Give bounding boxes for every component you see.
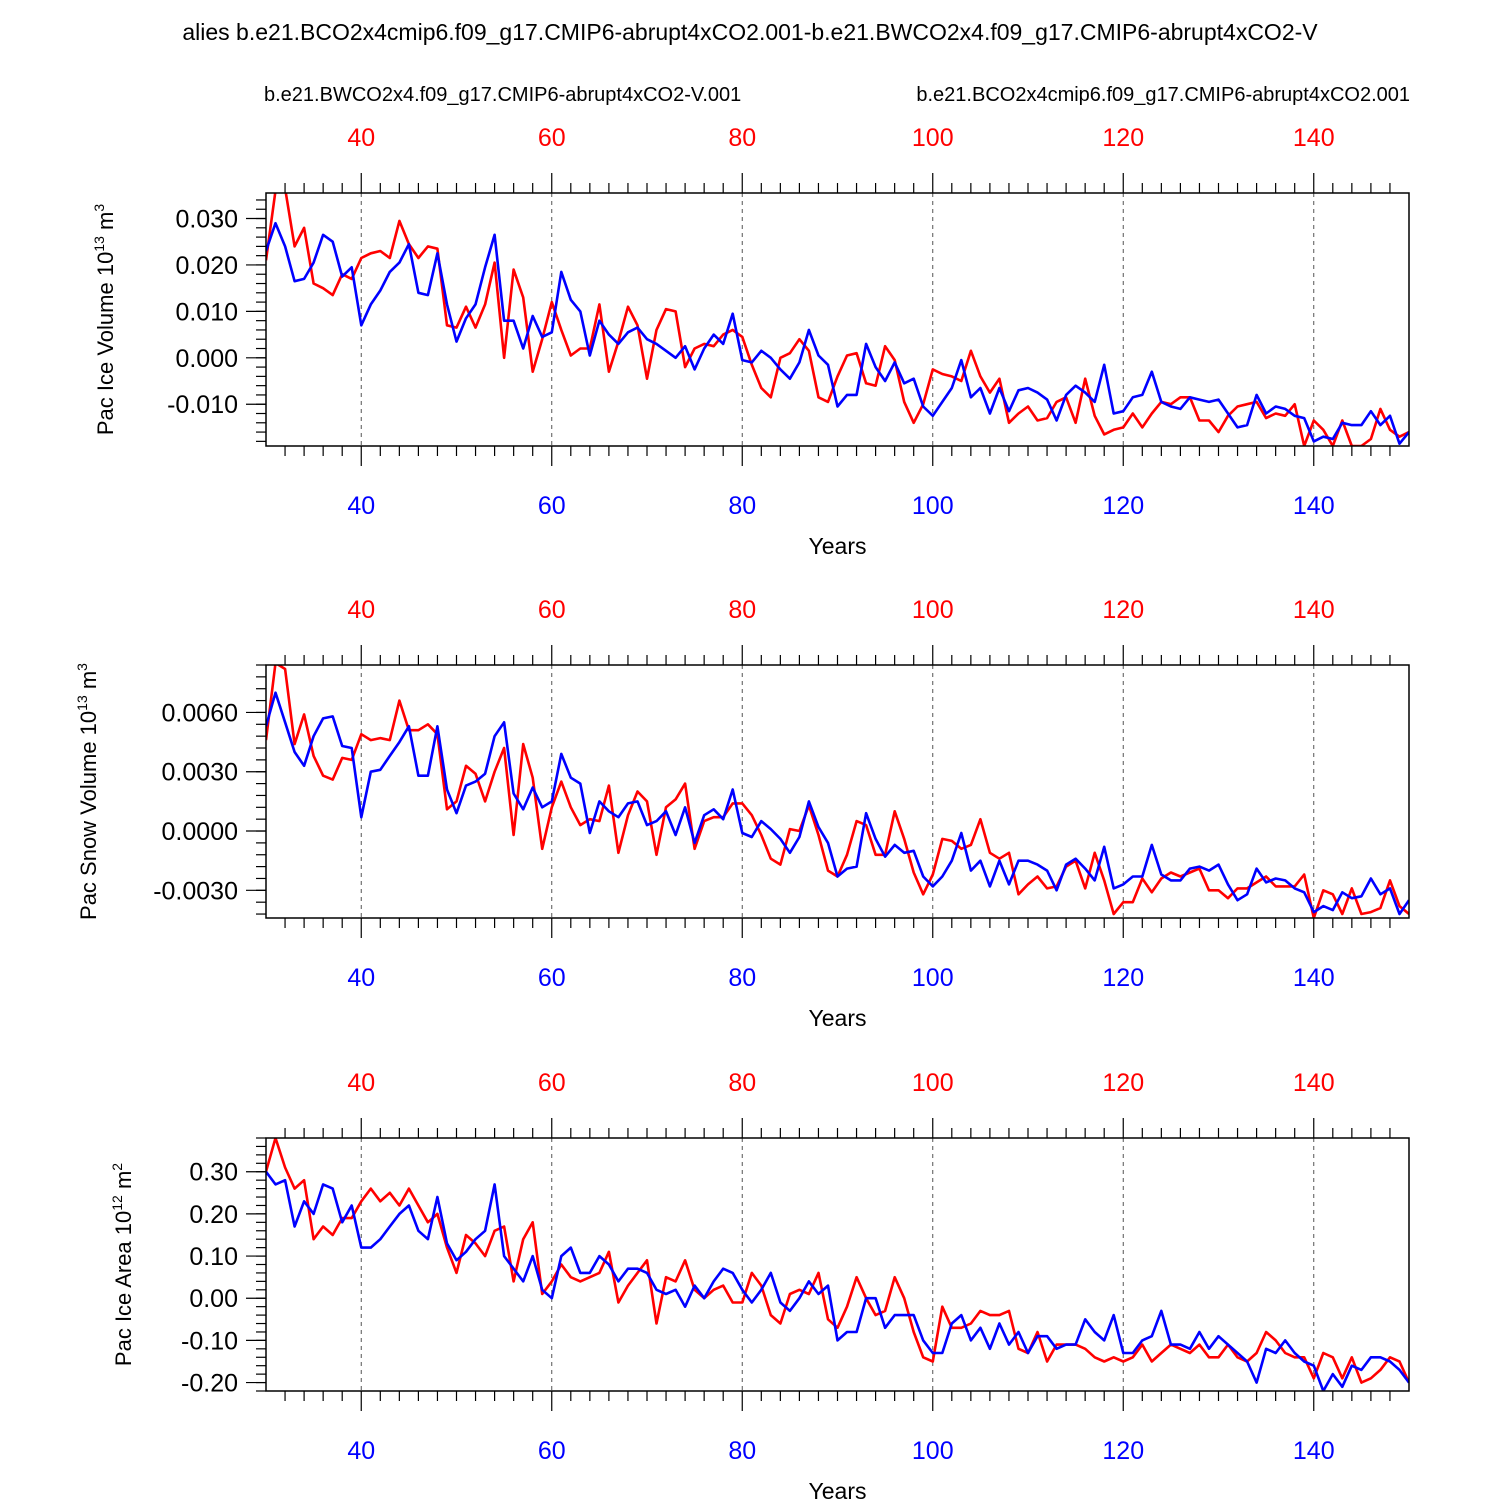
y-tick-label: 0.20 (189, 1201, 238, 1229)
y-tick-label: 0.010 (175, 298, 238, 326)
panel-3: 40 40 60 60 80 80 100 100 120 120 140 140 -0.20 -0.10… (109, 1069, 1410, 1500)
x-tick-label-top: 80 (728, 124, 756, 152)
x-tick-label-top: 120 (1102, 124, 1144, 152)
x-tick-label-top: 100 (912, 1069, 954, 1097)
figure-title: alies b.e21.BCO2x4cmip6.f09_g17.CMIP6-ab… (182, 19, 1318, 45)
panel-1: 40 40 60 60 80 80 100 100 120 120 140 140 -0.010 0.00… (91, 124, 1410, 559)
x-tick-label-bottom: 60 (538, 1437, 566, 1465)
x-tick-label-top: 80 (728, 596, 756, 624)
x-tick-label-top: 40 (347, 1069, 375, 1097)
y-tick-label: 0.030 (175, 206, 238, 234)
series-group (266, 665, 1409, 918)
x-tick-label-bottom: 120 (1102, 1437, 1144, 1465)
x-tick-label-bottom: 80 (728, 492, 756, 520)
series-group (266, 1138, 1409, 1391)
x-tick-label-top: 60 (538, 596, 566, 624)
y-tick-label: 0.0030 (162, 759, 238, 787)
series-group (266, 193, 1409, 446)
series-line-red (266, 193, 1409, 446)
x-axis-title: Years (809, 1005, 867, 1031)
x-tick-label-bottom: 60 (538, 964, 566, 992)
x-tick-label-top: 140 (1293, 124, 1335, 152)
x-tick-label-top: 80 (728, 1069, 756, 1097)
x-tick-label-bottom: 80 (728, 964, 756, 992)
x-axis-title: Years (809, 1478, 867, 1500)
y-axis-title: Pac Ice Area 1012 m2 (109, 1163, 136, 1366)
x-tick-label-top: 100 (912, 596, 954, 624)
x-tick-label-top: 100 (912, 124, 954, 152)
x-tick-label-top: 120 (1102, 596, 1144, 624)
x-tick-label-top: 40 (347, 596, 375, 624)
series-line-red (266, 665, 1409, 918)
x-tick-label-top: 60 (538, 1069, 566, 1097)
x-tick-label-top: 140 (1293, 596, 1335, 624)
panel-2: 40 40 60 60 80 80 100 100 120 120 140 140 -0.0030 0.0… (74, 596, 1410, 1031)
x-tick-label-bottom: 140 (1293, 492, 1335, 520)
x-tick-label-bottom: 100 (912, 964, 954, 992)
series-line-blue (266, 1170, 1409, 1391)
y-tick-label: 0.10 (189, 1243, 238, 1271)
y-tick-label: 0.0000 (162, 818, 238, 846)
y-tick-label: 0.30 (189, 1159, 238, 1187)
x-tick-label-bottom: 40 (347, 1437, 375, 1465)
x-tick-label-bottom: 120 (1102, 964, 1144, 992)
x-tick-label-top: 40 (347, 124, 375, 152)
series-title-blue: b.e21.BCO2x4cmip6.f09_g17.CMIP6-abrupt4x… (916, 84, 1410, 106)
x-tick-label-bottom: 120 (1102, 492, 1144, 520)
y-axis-title: Pac Ice Volume 1013 m3 (91, 204, 118, 435)
series-line-blue (266, 221, 1409, 446)
y-tick-label: -0.010 (167, 391, 238, 419)
x-tick-label-bottom: 40 (347, 964, 375, 992)
x-tick-label-bottom: 60 (538, 492, 566, 520)
x-tick-label-bottom: 140 (1293, 1437, 1335, 1465)
x-tick-label-bottom: 40 (347, 492, 375, 520)
x-tick-label-bottom: 80 (728, 1437, 756, 1465)
y-axis-title: Pac Snow Volume 1013 m3 (74, 663, 101, 920)
y-tick-label: -0.20 (181, 1370, 238, 1398)
x-tick-label-bottom: 100 (912, 492, 954, 520)
series-line-blue (266, 691, 1409, 916)
y-tick-label: -0.0030 (153, 877, 238, 905)
plot-frame (265, 1137, 1410, 1392)
x-tick-label-bottom: 140 (1293, 964, 1335, 992)
plot-frame (265, 192, 1410, 447)
panels: 40 40 60 60 80 80 100 100 120 120 140 140 -0.010 0.00… (74, 124, 1410, 1500)
series-line-red (266, 1138, 1409, 1384)
y-tick-label: -0.10 (181, 1327, 238, 1355)
plot-frame (265, 664, 1410, 919)
series-title-red: b.e21.BWCO2x4.f09_g17.CMIP6-abrupt4xCO2-… (264, 84, 741, 106)
y-tick-label: 0.000 (175, 345, 238, 373)
x-tick-label-top: 60 (538, 124, 566, 152)
y-tick-label: 0.00 (189, 1285, 238, 1313)
y-tick-label: 0.020 (175, 252, 238, 280)
y-tick-label: 0.0060 (162, 699, 238, 727)
x-axis-title: Years (809, 533, 867, 559)
x-tick-label-top: 140 (1293, 1069, 1335, 1097)
x-tick-label-top: 120 (1102, 1069, 1144, 1097)
x-tick-label-bottom: 100 (912, 1437, 954, 1465)
